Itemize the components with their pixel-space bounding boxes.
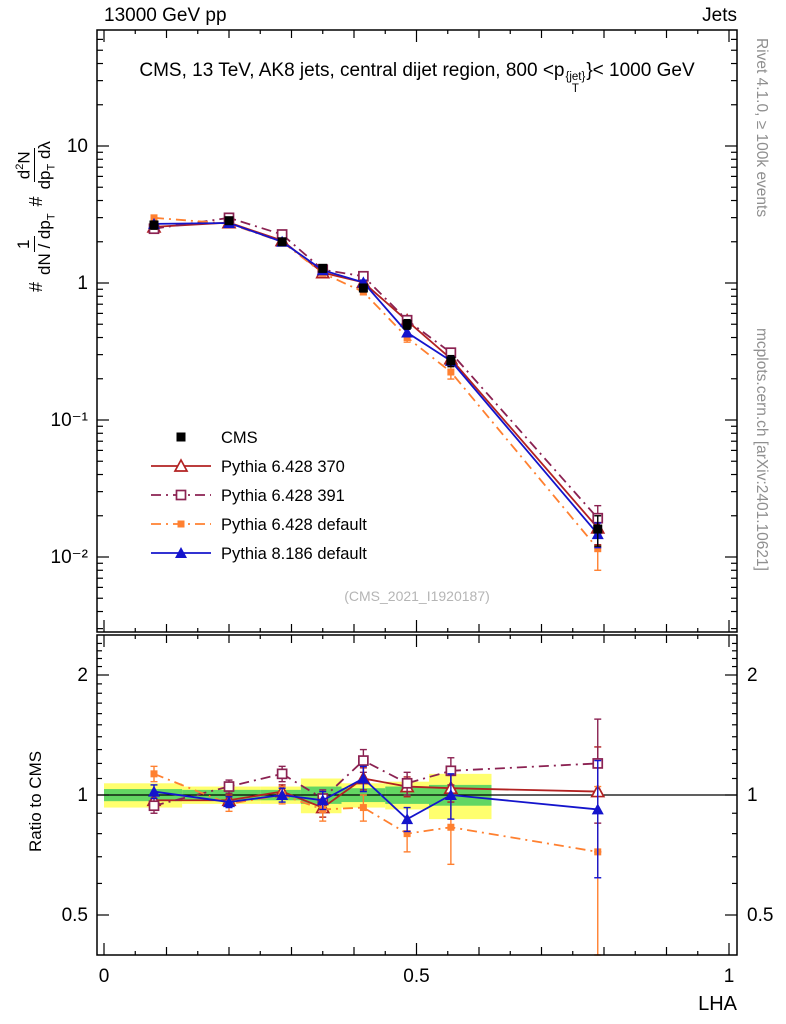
svg-text:2: 2 [747,665,758,686]
x-axis-label: LHA [698,993,737,1015]
plot-title: CMS, 13 TeV, AK8 jets, central dijet reg… [77,60,757,95]
svg-text:0.5: 0.5 [403,966,429,987]
svg-text:Pythia 6.428 default: Pythia 6.428 default [221,516,367,534]
svg-text:1: 1 [77,273,88,294]
svg-text:CMS: CMS [221,429,258,447]
svg-text:Pythia 6.428 370: Pythia 6.428 370 [221,458,345,476]
series-cms [149,216,603,547]
process-label: Jets [702,5,737,26]
mcplots-arxiv-note: mcplots.cern.ch [arXiv:2401.10621] [753,328,770,571]
svg-text:0.5: 0.5 [62,905,88,926]
main-frame [96,29,738,633]
beam-energy-label: 13000 GeV pp [104,5,227,26]
svg-text:0.5: 0.5 [747,905,773,926]
frames [96,29,738,956]
rivet-version-note: Rivet 4.1.0, ≥ 100k events [753,38,770,218]
pt-jet-supsub: {jet} T [565,71,586,95]
axis-tick-labels: 0 0.5 1 10 1 10⁻¹ 10⁻² 2 2 1 1 0.5 0.5 [51,136,774,987]
svg-text:2: 2 [77,665,88,686]
series-py8-default [148,217,604,879]
ylabel-fraction-1: 1 dN / dpT [14,213,58,275]
ratio-y-axis-label: Ratio to CMS [26,750,45,852]
svg-text:1: 1 [724,966,735,987]
svg-text:Pythia 8.186 default: Pythia 8.186 default [221,545,367,563]
analysis-id-watermark: (CMS_2021_I1920187) [344,588,490,604]
svg-text:Pythia 6.428 391: Pythia 6.428 391 [221,487,345,505]
plot-title-tail: }< 1000 GeV [586,60,695,81]
ylabel-hash-1: # [25,281,46,292]
svg-text:10⁻¹: 10⁻¹ [51,410,89,431]
ylabel-hash-2: # [25,196,46,207]
svg-text:1: 1 [747,785,758,806]
plot-title-text: CMS, 13 TeV, AK8 jets, central dijet reg… [139,60,565,81]
svg-text:0: 0 [99,966,110,987]
series-py6-370 [146,214,606,853]
svg-text:1: 1 [77,785,88,806]
series-py6-default [150,214,602,956]
legend: CMS Pythia 6.428 370 Pythia 6.428 391 Pythi… [151,429,367,563]
svg-text:10: 10 [67,136,88,157]
axis-ticks [97,30,737,955]
ylabel-fraction-2: d2N dpT dλ [14,141,58,190]
y-axis-label: # 1 dN / dpT # d2N dpT dλ [14,141,58,292]
svg-text:10⁻²: 10⁻² [51,547,89,568]
